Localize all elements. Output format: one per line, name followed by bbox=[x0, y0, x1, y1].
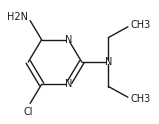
Text: H2N: H2N bbox=[7, 12, 28, 22]
Text: N: N bbox=[105, 57, 112, 67]
Text: Cl: Cl bbox=[24, 107, 33, 117]
Text: N: N bbox=[65, 79, 72, 89]
Text: N: N bbox=[65, 35, 72, 45]
Text: CH3: CH3 bbox=[131, 94, 151, 104]
Text: CH3: CH3 bbox=[131, 20, 151, 30]
